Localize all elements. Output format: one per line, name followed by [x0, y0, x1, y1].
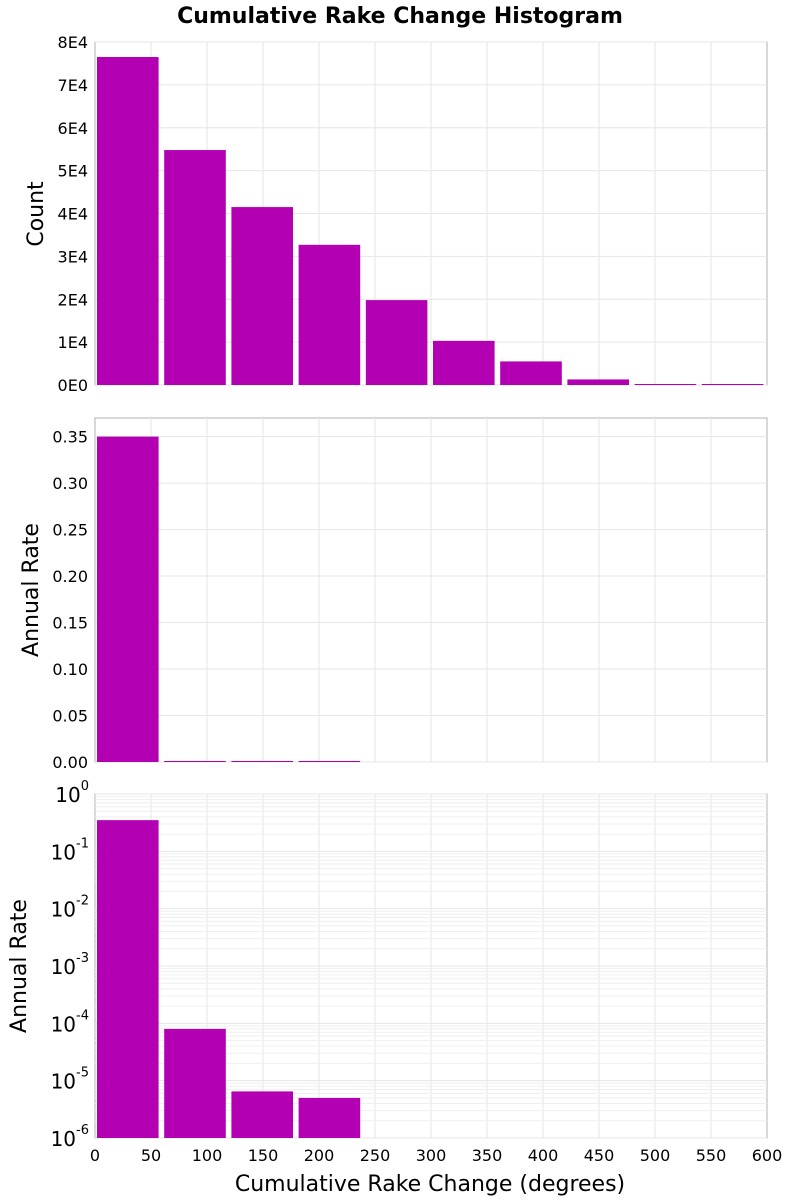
histogram-bar: [433, 340, 495, 385]
histogram-bar: [365, 300, 428, 385]
x-axis-label: Cumulative Rake Change (degrees): [235, 1172, 625, 1197]
x-tick-label: 50: [141, 1146, 161, 1165]
chart-title: Cumulative Rake Change Histogram: [177, 4, 623, 29]
histogram-bar: [298, 761, 361, 762]
count-panel: 0E0 1E4 2E4 3E4 4E4 5E4 6E4 7E4 8E4 Count: [24, 33, 768, 395]
rate-log-panel: 100 10-1 10-2 10-3 10-4 10-5 10-6 Annual Rate: [7, 779, 768, 1151]
y-tick-label: 0.20: [52, 567, 88, 586]
y-tick-label: 10-2: [51, 894, 89, 922]
y-tick-label: 0.05: [52, 707, 88, 726]
y-tick-label: 10-5: [51, 1066, 89, 1094]
histogram-bar: [97, 436, 159, 762]
x-tick-label: 200: [304, 1146, 335, 1165]
rate-log-y-axis-label: Annual Rate: [7, 899, 32, 1033]
x-tick-label: 500: [640, 1146, 671, 1165]
x-tick-label: 400: [528, 1146, 559, 1165]
y-tick-label: 10-3: [51, 951, 89, 979]
rate-linear-panel: 0.00 0.05 0.10 0.15 0.20 0.25 0.30 0.35 Annual …: [19, 417, 768, 772]
histogram-bar: [567, 379, 629, 385]
count-y-ticks: 0E0 1E4 2E4 3E4 4E4 5E4 6E4 7E4 8E4: [58, 33, 88, 395]
histogram-bar: [500, 361, 562, 385]
histogram-bar: [97, 57, 159, 385]
count-y-axis-label: Count: [24, 181, 49, 247]
x-tick-label: 300: [416, 1146, 447, 1165]
histogram-bar: [164, 150, 226, 385]
y-tick-label: 10-4: [51, 1008, 89, 1036]
rate-linear-y-ticks: 0.00 0.05 0.10 0.15 0.20 0.25 0.30 0.35: [52, 428, 88, 772]
x-tick-label: 100: [192, 1146, 223, 1165]
histogram-bar: [701, 384, 764, 385]
y-tick-label: 5E4: [58, 162, 88, 181]
x-tick-label: 250: [360, 1146, 391, 1165]
histogram-bar: [298, 1097, 361, 1138]
y-tick-label: 0.25: [52, 521, 88, 540]
y-tick-label: 0.30: [52, 474, 88, 493]
count-bars: [97, 57, 764, 385]
y-tick-label: 1E4: [58, 333, 88, 352]
x-tick-label: 600: [752, 1146, 783, 1165]
y-tick-label: 10-6: [51, 1123, 89, 1151]
rate-linear-y-axis-label: Annual Rate: [19, 523, 44, 657]
y-tick-label: 0.00: [52, 753, 88, 772]
histogram-bar: [231, 207, 293, 385]
y-tick-label: 0.35: [52, 428, 88, 447]
rate-log-y-ticks: 100 10-1 10-2 10-3 10-4 10-5 10-6: [51, 779, 89, 1151]
histogram-bar: [231, 761, 293, 762]
x-tick-label: 150: [248, 1146, 279, 1165]
histogram-bar: [298, 244, 361, 385]
histogram-bar: [164, 1028, 226, 1138]
y-tick-label: 100: [55, 779, 89, 807]
y-tick-label: 7E4: [58, 76, 88, 95]
y-tick-label: 0.10: [52, 660, 88, 679]
x-tick-label: 0: [90, 1146, 100, 1165]
histogram-bar: [164, 761, 226, 762]
x-tick-label: 550: [696, 1146, 727, 1165]
y-tick-label: 6E4: [58, 119, 88, 138]
y-tick-label: 8E4: [58, 33, 88, 52]
x-tick-label: 450: [584, 1146, 615, 1165]
histogram-bar: [634, 384, 697, 385]
rate-log-bars: [97, 820, 361, 1138]
y-tick-label: 0.15: [52, 614, 88, 633]
histogram-bar: [231, 1091, 293, 1138]
y-tick-label: 4E4: [58, 205, 88, 224]
y-tick-label: 10-1: [51, 836, 89, 864]
histogram-bar: [97, 820, 159, 1138]
x-axis-ticks: 0 50 100 150 200 250 300 350 400 450 500 550 600: [90, 1146, 782, 1165]
rate-linear-bars: [97, 436, 361, 762]
y-tick-label: 3E4: [58, 247, 88, 266]
y-tick-label: 2E4: [58, 290, 88, 309]
x-tick-label: 350: [472, 1146, 503, 1165]
y-tick-label: 0E0: [58, 376, 88, 395]
